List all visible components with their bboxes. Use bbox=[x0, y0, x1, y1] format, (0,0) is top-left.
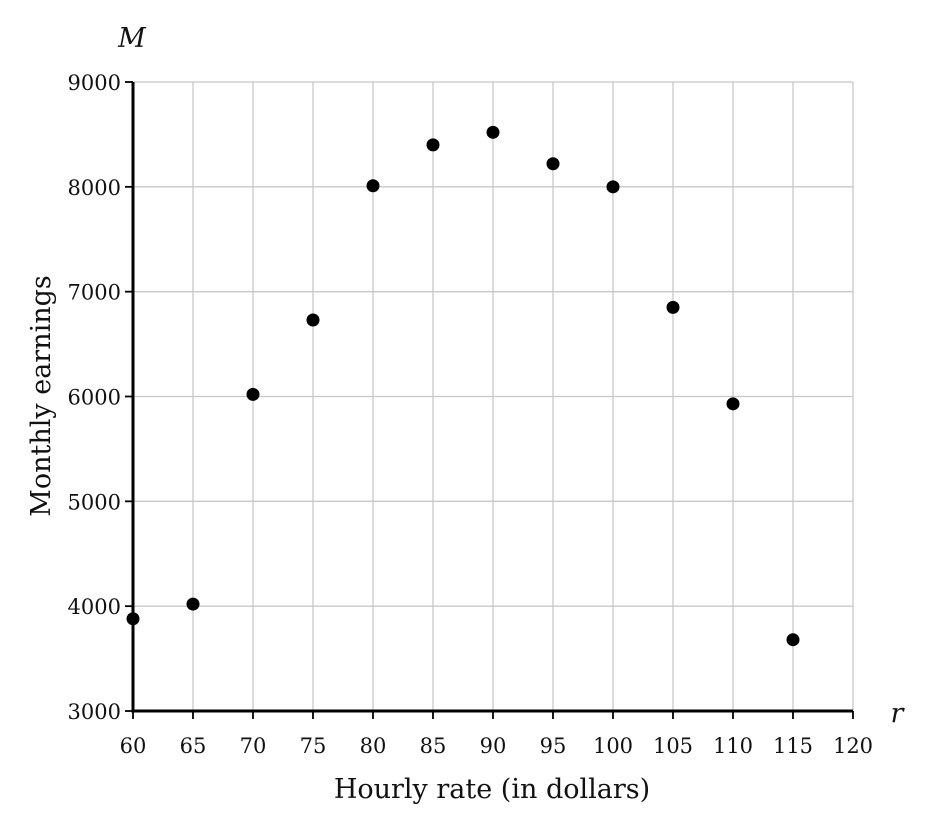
x-tick-label: 85 bbox=[420, 734, 447, 758]
y-tick-label: 6000 bbox=[68, 386, 121, 410]
x-tick-label: 120 bbox=[833, 734, 873, 758]
data-point bbox=[546, 157, 560, 171]
x-tick-label: 115 bbox=[773, 734, 813, 758]
x-tick-label: 80 bbox=[360, 734, 387, 758]
y-tick-label: 4000 bbox=[68, 595, 121, 619]
y-tick-label: 7000 bbox=[68, 281, 121, 305]
x-tick-label: 70 bbox=[240, 734, 267, 758]
data-point bbox=[606, 180, 620, 194]
y-axis-title: Monthly earnings bbox=[26, 275, 57, 517]
axes bbox=[125, 81, 854, 719]
x-tick-label: 100 bbox=[593, 734, 633, 758]
data-point bbox=[426, 138, 440, 152]
x-axis-title: Hourly rate (in dollars) bbox=[334, 774, 650, 805]
y-tick-label: 5000 bbox=[68, 490, 121, 514]
y-tick-label: 3000 bbox=[68, 700, 121, 724]
tick-labels: 3000 4000 5000 6000 7000 8000 9000 60 65 70 75 80 85… bbox=[68, 71, 874, 758]
x-tick-label: 110 bbox=[713, 734, 753, 758]
y-axis-variable: M bbox=[117, 23, 147, 54]
x-tick-label: 75 bbox=[300, 734, 327, 758]
x-tick-label: 95 bbox=[540, 734, 567, 758]
data-point bbox=[786, 633, 800, 647]
data-point bbox=[306, 313, 320, 327]
data-point bbox=[666, 300, 680, 314]
data-point bbox=[486, 125, 500, 139]
x-tick-label: 105 bbox=[653, 734, 693, 758]
data-point bbox=[246, 387, 260, 401]
data-point bbox=[366, 179, 380, 193]
x-tick-label: 90 bbox=[480, 734, 507, 758]
data-point bbox=[186, 597, 200, 611]
data-point bbox=[126, 612, 140, 626]
data-point bbox=[726, 397, 740, 411]
data-points bbox=[126, 125, 800, 647]
x-axis-variable: r bbox=[891, 698, 906, 729]
x-tick-label: 65 bbox=[180, 734, 207, 758]
y-tick-label: 9000 bbox=[68, 71, 121, 95]
grid bbox=[133, 81, 854, 711]
x-tick-label: 60 bbox=[120, 734, 147, 758]
y-tick-label: 8000 bbox=[68, 176, 121, 200]
